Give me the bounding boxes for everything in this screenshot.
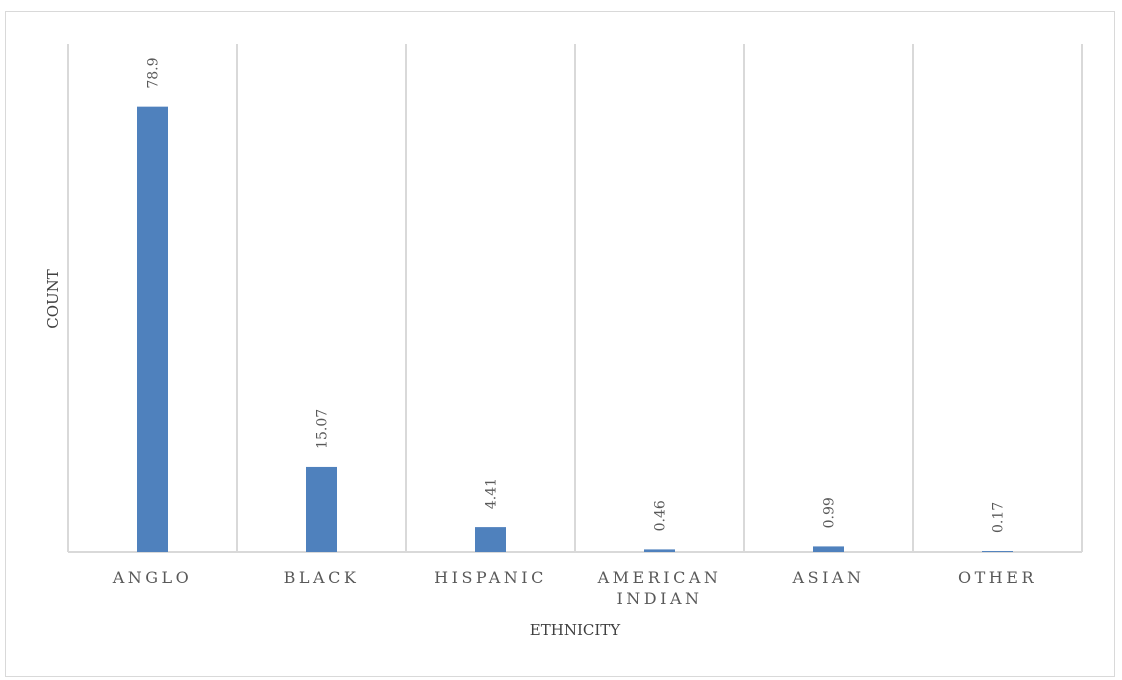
x-tick-label: INDIAN bbox=[616, 589, 702, 608]
x-tick-label: OTHER bbox=[958, 568, 1037, 587]
bar bbox=[306, 466, 337, 552]
x-axis-title: ETHNICITY bbox=[530, 621, 621, 639]
bars bbox=[137, 106, 1013, 553]
bar bbox=[137, 106, 168, 553]
y-axis-title: COUNT bbox=[44, 269, 62, 329]
gridlines bbox=[67, 44, 1083, 553]
x-tick-label: BLACK bbox=[284, 568, 360, 587]
data-label: 15.07 bbox=[315, 409, 331, 449]
x-tick-labels: ANGLO BLACK HISPANIC AMERICAN INDIAN ASIAN OTH… bbox=[112, 568, 1037, 608]
data-label: 0.17 bbox=[991, 502, 1007, 533]
x-tick-label: HISPANIC bbox=[434, 568, 547, 587]
x-tick-label: ASIAN bbox=[792, 568, 865, 587]
data-label: 4.41 bbox=[484, 478, 500, 509]
x-tick-label: AMERICAN bbox=[597, 568, 722, 587]
bar bbox=[475, 527, 506, 552]
data-label: 0.46 bbox=[653, 500, 669, 531]
data-label: 0.99 bbox=[822, 497, 838, 528]
bar bbox=[982, 551, 1013, 552]
chart-frame bbox=[5, 11, 1115, 677]
data-label: 78.9 bbox=[146, 57, 162, 88]
x-tick-label: ANGLO bbox=[112, 568, 193, 587]
bar bbox=[644, 549, 675, 552]
bar bbox=[813, 546, 844, 552]
data-labels: 78.9 15.07 4.41 0.46 0.99 0.17 bbox=[146, 57, 1007, 533]
